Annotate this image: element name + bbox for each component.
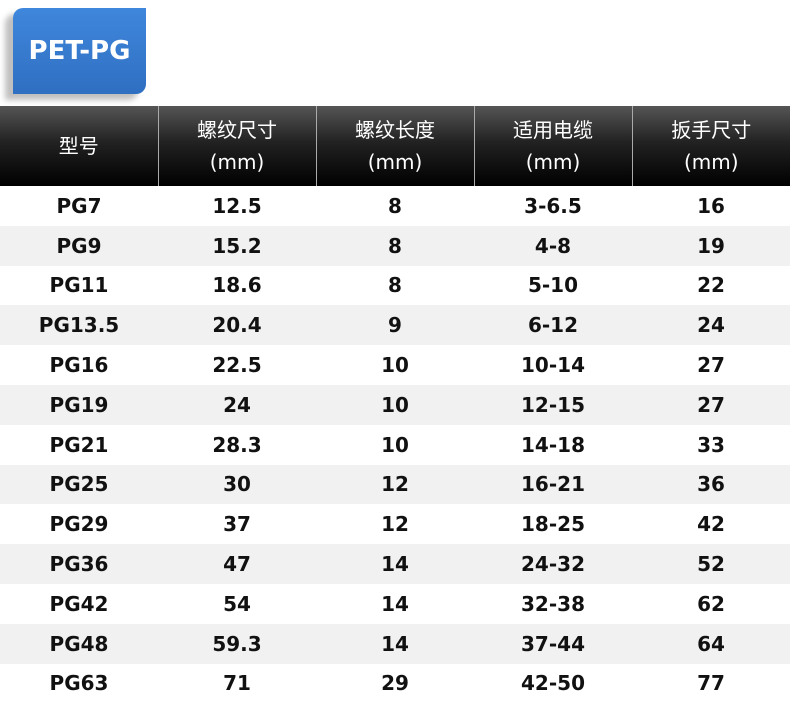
cell-thread-length: 10 [381, 353, 409, 378]
cell-thread-size: 47 [158, 544, 316, 584]
cell-thread-size: 37 [223, 512, 251, 537]
cell-cable-range: 24-32 [474, 544, 632, 584]
cell-thread-length: 14 [316, 544, 474, 584]
cell-thread-length: 12 [381, 512, 409, 537]
cell-thread-length: 14 [316, 623, 474, 664]
header-unit: (mm) [525, 150, 581, 174]
column-header-thread-size: 螺纹尺寸 (mm) [157, 106, 316, 186]
cell-model: PG42 [49, 591, 109, 616]
cell-thread-length: 10 [316, 384, 474, 425]
cell-wrench-size: 33 [697, 432, 725, 457]
cell-wrench-size: 52 [632, 544, 790, 584]
cell-cable-range: 4-8 [474, 225, 632, 266]
table-row: PG63 71 29 42-50 77 [0, 664, 790, 704]
header-unit: (mm) [367, 150, 423, 174]
cell-cable-range: 6-12 [474, 305, 632, 346]
title-badge: PET-PG [13, 8, 146, 94]
cell-cable-range: 32-38 [521, 591, 585, 616]
cell-model: PG13.5 [0, 305, 158, 346]
cell-thread-size: 54 [223, 591, 251, 616]
cell-cable-range: 10-14 [521, 353, 585, 378]
table-row: PG7 12.5 8 3-6.5 16 [0, 186, 790, 226]
cell-thread-size: 59.3 [158, 623, 316, 664]
cell-thread-length: 14 [381, 591, 409, 616]
cell-cable-range: 3-6.5 [524, 193, 582, 218]
cell-model: PG7 [56, 193, 102, 218]
cell-wrench-size: 36 [632, 464, 790, 505]
table-row: PG29 37 12 18-25 42 [0, 504, 790, 544]
cell-wrench-size: 24 [632, 305, 790, 346]
header-label: 适用电缆 [513, 118, 593, 142]
cell-cable-range: 37-44 [474, 623, 632, 664]
column-header-thread-length: 螺纹长度 (mm) [315, 106, 474, 186]
cell-thread-size: 15.2 [158, 225, 316, 266]
header-label: 型号 [58, 134, 99, 158]
cell-thread-size: 12.5 [212, 193, 262, 218]
column-header-model: 型号 [0, 106, 158, 186]
table-row: PG19 24 10 12-15 27 [0, 384, 790, 425]
cell-model: PG36 [0, 544, 158, 584]
header-row: 型号 螺纹尺寸 (mm) 螺纹长度 (mm) 适用电缆 (mm) 扳手尺寸 (mm) [0, 106, 790, 186]
cell-model: PG21 [49, 432, 109, 457]
header-unit: (mm) [209, 150, 265, 174]
cell-thread-size: 22.5 [212, 353, 262, 378]
cell-thread-size: 20.4 [158, 305, 316, 346]
cell-model: PG25 [0, 464, 158, 505]
cell-thread-size: 71 [223, 671, 251, 696]
cell-wrench-size: 62 [697, 591, 725, 616]
cell-wrench-size: 16 [697, 193, 725, 218]
cell-thread-length: 10 [381, 432, 409, 457]
cell-thread-length: 12 [316, 464, 474, 505]
column-header-cable-range: 适用电缆 (mm) [473, 106, 632, 186]
table-row: PG36 47 14 24-32 52 [0, 544, 790, 584]
table-row: PG9 15.2 8 4-8 19 [0, 225, 790, 266]
column-header-wrench-size: 扳手尺寸 (mm) [631, 106, 790, 186]
cell-model: PG63 [49, 671, 109, 696]
cell-thread-length: 9 [316, 305, 474, 346]
cell-cable-range: 12-15 [474, 384, 632, 425]
table-row: PG16 22.5 10 10-14 27 [0, 345, 790, 385]
spec-table: 型号 螺纹尺寸 (mm) 螺纹长度 (mm) 适用电缆 (mm) 扳手尺寸 (mm) PG7 12… [0, 106, 790, 703]
table-body: PG7 12.5 8 3-6.5 16 PG9 15.2 8 4-8 19 PG11 18.6 8 5-1… [0, 186, 790, 703]
cell-wrench-size: 77 [697, 671, 725, 696]
header-unit: (mm) [683, 150, 739, 174]
table-row: PG21 28.3 10 14-18 33 [0, 425, 790, 465]
cell-thread-size: 18.6 [212, 273, 262, 298]
cell-model: PG9 [0, 225, 158, 266]
table-row: PG11 18.6 8 5-10 22 [0, 266, 790, 306]
cell-cable-range: 16-21 [474, 464, 632, 505]
cell-cable-range: 5-10 [527, 273, 579, 298]
cell-wrench-size: 64 [632, 623, 790, 664]
table-row: PG42 54 14 32-38 62 [0, 584, 790, 624]
cell-thread-length: 8 [388, 193, 402, 218]
table-row: PG48 59.3 14 37-44 64 [0, 623, 790, 664]
cell-wrench-size: 19 [632, 225, 790, 266]
cell-cable-range: 42-50 [521, 671, 585, 696]
cell-wrench-size: 42 [697, 512, 725, 537]
table-row: PG25 30 12 16-21 36 [0, 464, 790, 505]
cell-model: PG11 [49, 273, 109, 298]
cell-model: PG29 [49, 512, 109, 537]
cell-thread-length: 8 [316, 225, 474, 266]
cell-wrench-size: 22 [697, 273, 725, 298]
cell-wrench-size: 27 [697, 353, 725, 378]
cell-thread-size: 30 [158, 464, 316, 505]
cell-thread-size: 28.3 [212, 432, 262, 457]
cell-cable-range: 18-25 [521, 512, 585, 537]
cell-model: PG48 [0, 623, 158, 664]
cell-wrench-size: 27 [632, 384, 790, 425]
table-row: PG13.5 20.4 9 6-12 24 [0, 305, 790, 346]
header-label: 螺纹长度 [355, 118, 435, 142]
cell-thread-size: 24 [158, 384, 316, 425]
cell-cable-range: 14-18 [521, 432, 585, 457]
cell-thread-length: 8 [388, 273, 402, 298]
header-label: 螺纹尺寸 [197, 118, 277, 142]
cell-model: PG16 [49, 353, 109, 378]
cell-thread-length: 29 [381, 671, 409, 696]
cell-model: PG19 [0, 384, 158, 425]
header-label: 扳手尺寸 [671, 118, 752, 142]
